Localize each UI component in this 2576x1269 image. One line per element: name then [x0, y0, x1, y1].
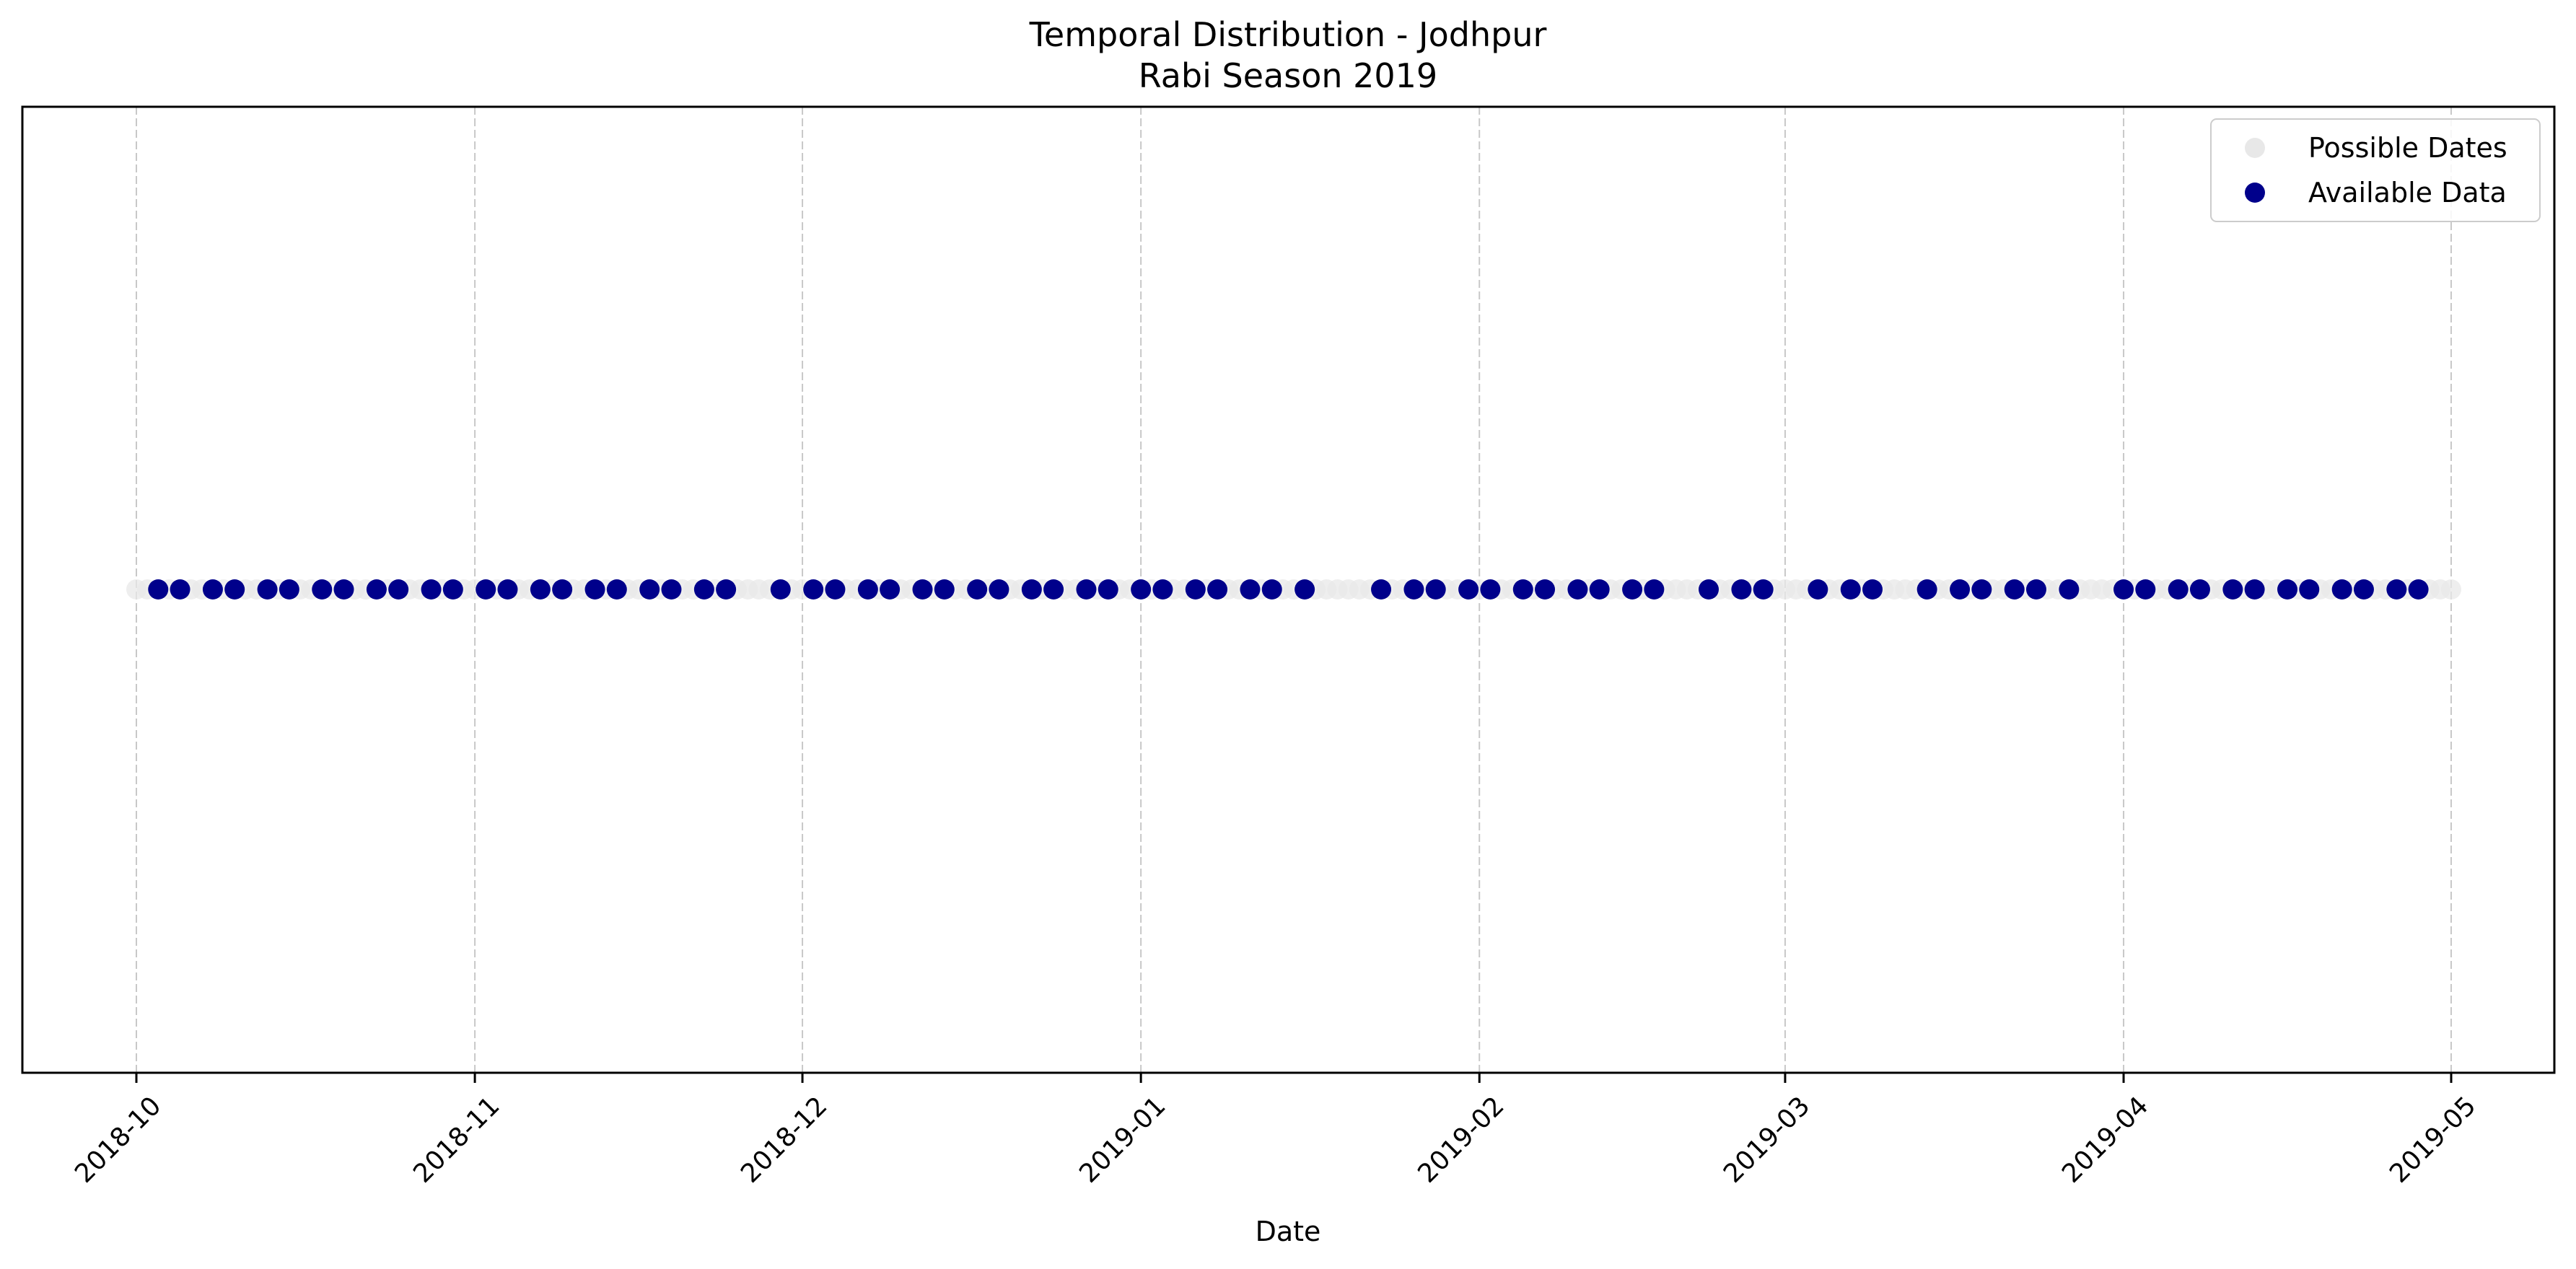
plot-frame — [21, 105, 2556, 1074]
available-data-point — [803, 579, 824, 600]
available-data-point — [1862, 579, 1883, 600]
available-data-point — [1043, 579, 1064, 600]
available-data-point — [1185, 579, 1206, 600]
available-data-point — [857, 579, 878, 600]
legend-label-possible-dates: Possible Dates — [2308, 132, 2507, 164]
available-data-point — [1458, 579, 1479, 600]
available-data-point — [148, 579, 169, 600]
available-data-point — [202, 579, 223, 600]
available-data-point — [1950, 579, 1971, 600]
available-data-point — [1403, 579, 1424, 600]
available-data-point — [989, 579, 1009, 600]
available-data-point — [2168, 579, 2189, 600]
available-data-point — [1131, 579, 1152, 600]
available-data-point — [2222, 579, 2243, 600]
available-data-point — [584, 579, 605, 600]
x-tick-label: 2019-04 — [2056, 1091, 2154, 1188]
available-data-point — [1971, 579, 1992, 600]
available-data-point — [880, 579, 901, 600]
available-data-point — [716, 579, 737, 600]
available-data-point — [1567, 579, 1588, 600]
available-data-point — [2299, 579, 2320, 600]
available-data-point — [912, 579, 933, 600]
available-data-point — [1916, 579, 1937, 600]
available-data-point — [224, 579, 245, 600]
available-data-point — [2353, 579, 2374, 600]
legend-marker-possible-dates — [2245, 138, 2265, 158]
available-data-point — [1512, 579, 1533, 600]
x-tick-label: 2019-02 — [1412, 1091, 1510, 1188]
available-data-point — [552, 579, 573, 600]
available-data-point — [476, 579, 496, 600]
x-tick-label: 2018-11 — [408, 1091, 505, 1188]
available-data-point — [967, 579, 988, 600]
available-data-point — [1240, 579, 1261, 600]
legend: Possible Dates Available Data — [2210, 118, 2541, 222]
available-data-point — [1098, 579, 1118, 600]
available-data-point — [1294, 579, 1315, 600]
x-tick-label: 2018-10 — [69, 1091, 167, 1188]
available-data-point — [1622, 579, 1643, 600]
available-data-point — [2004, 579, 2025, 600]
available-data-point — [1731, 579, 1752, 600]
available-data-point — [661, 579, 682, 600]
available-data-point — [1480, 579, 1501, 600]
available-data-point — [2408, 579, 2429, 600]
available-data-point — [2113, 579, 2134, 600]
x-tick-label: 2019-03 — [1718, 1091, 1815, 1188]
available-data-point — [1644, 579, 1665, 600]
available-data-point — [1753, 579, 1774, 600]
legend-marker-available-data — [2245, 183, 2265, 203]
available-data-series — [148, 579, 2429, 600]
available-data-point — [442, 579, 463, 600]
available-data-point — [2025, 579, 2046, 600]
x-axis-ticks: 2018-10 2018-11 2018-12 2019-01 2019-02 2019-… — [69, 1073, 2481, 1189]
available-data-point — [1425, 579, 1446, 600]
available-data-point — [1808, 579, 1828, 600]
available-data-point — [2277, 579, 2298, 600]
available-data-point — [1535, 579, 1556, 600]
available-data-point — [2331, 579, 2352, 600]
available-data-point — [1589, 579, 1610, 600]
available-data-point — [770, 579, 791, 600]
available-data-point — [170, 579, 190, 600]
x-tick-label: 2019-01 — [1074, 1091, 1171, 1188]
available-data-point — [606, 579, 627, 600]
available-data-point — [2135, 579, 2156, 600]
available-data-point — [693, 579, 714, 600]
available-data-point — [1699, 579, 1719, 600]
available-data-point — [497, 579, 518, 600]
available-data-point — [825, 579, 846, 600]
legend-label-available-data: Available Data — [2308, 177, 2507, 208]
available-data-point — [2386, 579, 2407, 600]
x-axis-label: Date — [1256, 1216, 1321, 1247]
available-data-point — [1076, 579, 1097, 600]
available-data-point — [1152, 579, 1173, 600]
available-data-point — [2244, 579, 2265, 600]
possible-date-point — [2441, 579, 2461, 600]
x-tick-label: 2019-05 — [2384, 1091, 2481, 1188]
available-data-point — [312, 579, 333, 600]
chart-subtitle: Rabi Season 2019 — [1139, 56, 1437, 95]
available-data-point — [366, 579, 387, 600]
available-data-point — [1207, 579, 1228, 600]
available-data-point — [388, 579, 409, 600]
available-data-point — [421, 579, 442, 600]
available-data-point — [1371, 579, 1392, 600]
available-data-point — [279, 579, 299, 600]
available-data-point — [1261, 579, 1282, 600]
available-data-point — [2059, 579, 2080, 600]
x-tick-label: 2018-12 — [735, 1091, 833, 1188]
legend-box — [2210, 118, 2541, 222]
available-data-point — [1840, 579, 1861, 600]
available-data-point — [1021, 579, 1042, 600]
available-data-point — [530, 579, 551, 600]
available-data-point — [2189, 579, 2210, 600]
available-data-point — [639, 579, 660, 600]
available-data-point — [333, 579, 354, 600]
chart-title: Temporal Distribution - Jodhpur — [1029, 15, 1547, 54]
available-data-point — [934, 579, 955, 600]
available-data-point — [257, 579, 278, 600]
